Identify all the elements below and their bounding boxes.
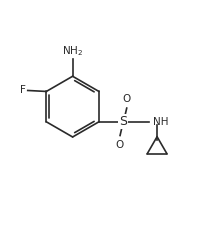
Text: F: F <box>20 86 26 95</box>
Text: S: S <box>119 115 127 128</box>
Text: O: O <box>116 140 124 150</box>
Text: O: O <box>123 94 131 104</box>
Text: NH$_2$: NH$_2$ <box>62 44 83 58</box>
Text: NH: NH <box>153 117 168 127</box>
